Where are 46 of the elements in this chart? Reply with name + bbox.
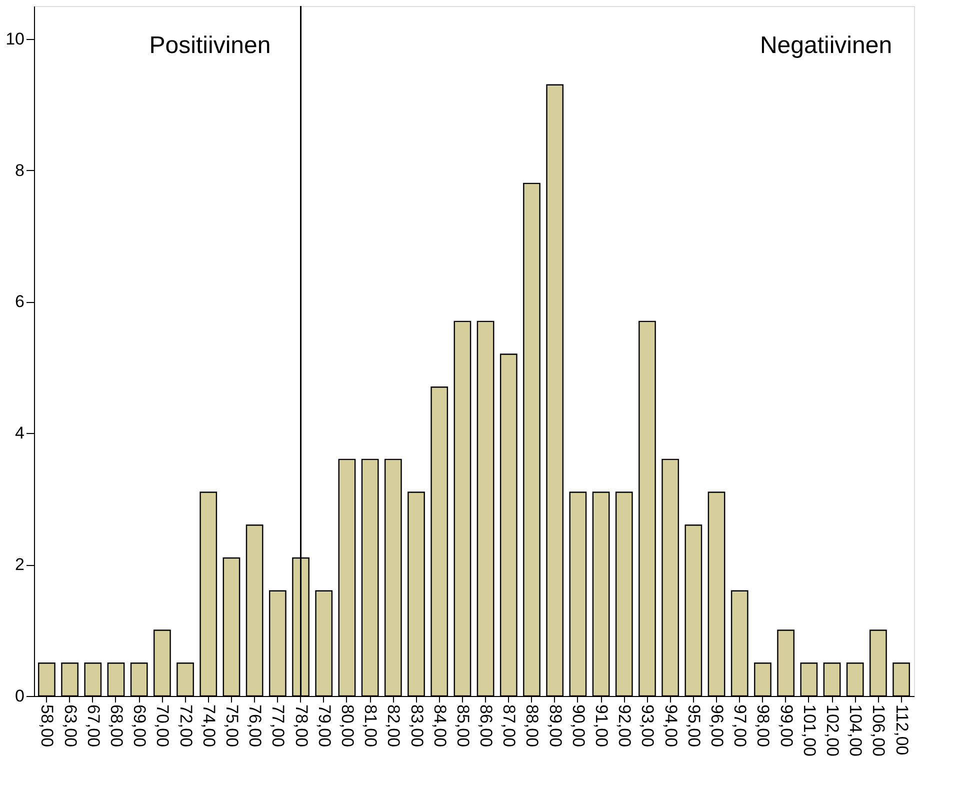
x-tick-label: 63,00	[60, 704, 80, 748]
y-tick-label: 8	[15, 160, 24, 180]
x-tick-label: 89,00	[546, 704, 565, 748]
x-tick-label: 94,00	[661, 704, 680, 748]
x-tick-label: 74,00	[199, 704, 218, 748]
y-tick-label: 4	[15, 424, 24, 443]
x-tick-label: 85,00	[453, 704, 472, 748]
x-tick-label: 81,00	[361, 704, 380, 748]
x-tick-label: 80,00	[338, 704, 357, 748]
x-tick-label: 78,00	[292, 704, 311, 748]
x-tick-label: 96,00	[708, 704, 727, 748]
x-tick-label: 97,00	[730, 704, 750, 748]
x-tick-label: 95,00	[684, 704, 704, 748]
x-tick-label: 90,00	[568, 704, 588, 748]
y-tick-label: 6	[15, 292, 24, 312]
x-tick-label: 99,00	[776, 704, 796, 748]
annotation: Negatiivinen	[760, 32, 892, 59]
y-tick-label: 10	[6, 29, 24, 48]
x-tick-label: 68,00	[106, 704, 126, 748]
x-tick-label: 91,00	[592, 704, 612, 748]
x-tick-label: 93,00	[638, 704, 658, 748]
annotation: Positiivinen	[149, 32, 271, 59]
x-tick-label: 101,00	[800, 704, 819, 756]
x-tick-label: 88,00	[522, 704, 542, 748]
y-tick-label: 0	[15, 686, 24, 706]
x-tick-label: 98,00	[754, 704, 773, 748]
x-tick-label: 79,00	[314, 704, 334, 748]
y-tick-label: 2	[15, 555, 24, 574]
x-tick-label: 86,00	[476, 704, 496, 748]
x-tick-label: 87,00	[500, 704, 519, 748]
x-tick-label: 67,00	[84, 704, 103, 748]
x-tick-label: 72,00	[176, 704, 196, 748]
x-tick-label: 58,00	[38, 704, 57, 748]
x-tick-label: 69,00	[130, 704, 150, 748]
x-tick-label: 84,00	[430, 704, 450, 748]
x-tick-label: 76,00	[246, 704, 265, 748]
x-tick-label: 92,00	[615, 704, 634, 748]
x-tick-label: 70,00	[153, 704, 172, 748]
x-tick-label: 75,00	[222, 704, 242, 748]
x-tick-label: 112,00	[892, 704, 912, 756]
x-tick-label: 83,00	[407, 704, 426, 748]
x-tick-label: 77,00	[268, 704, 288, 748]
x-tick-label: 106,00	[869, 704, 888, 756]
x-tick-label: 82,00	[384, 704, 404, 748]
x-tick-label: 102,00	[823, 704, 842, 756]
x-tick-label: 104,00	[846, 704, 866, 756]
